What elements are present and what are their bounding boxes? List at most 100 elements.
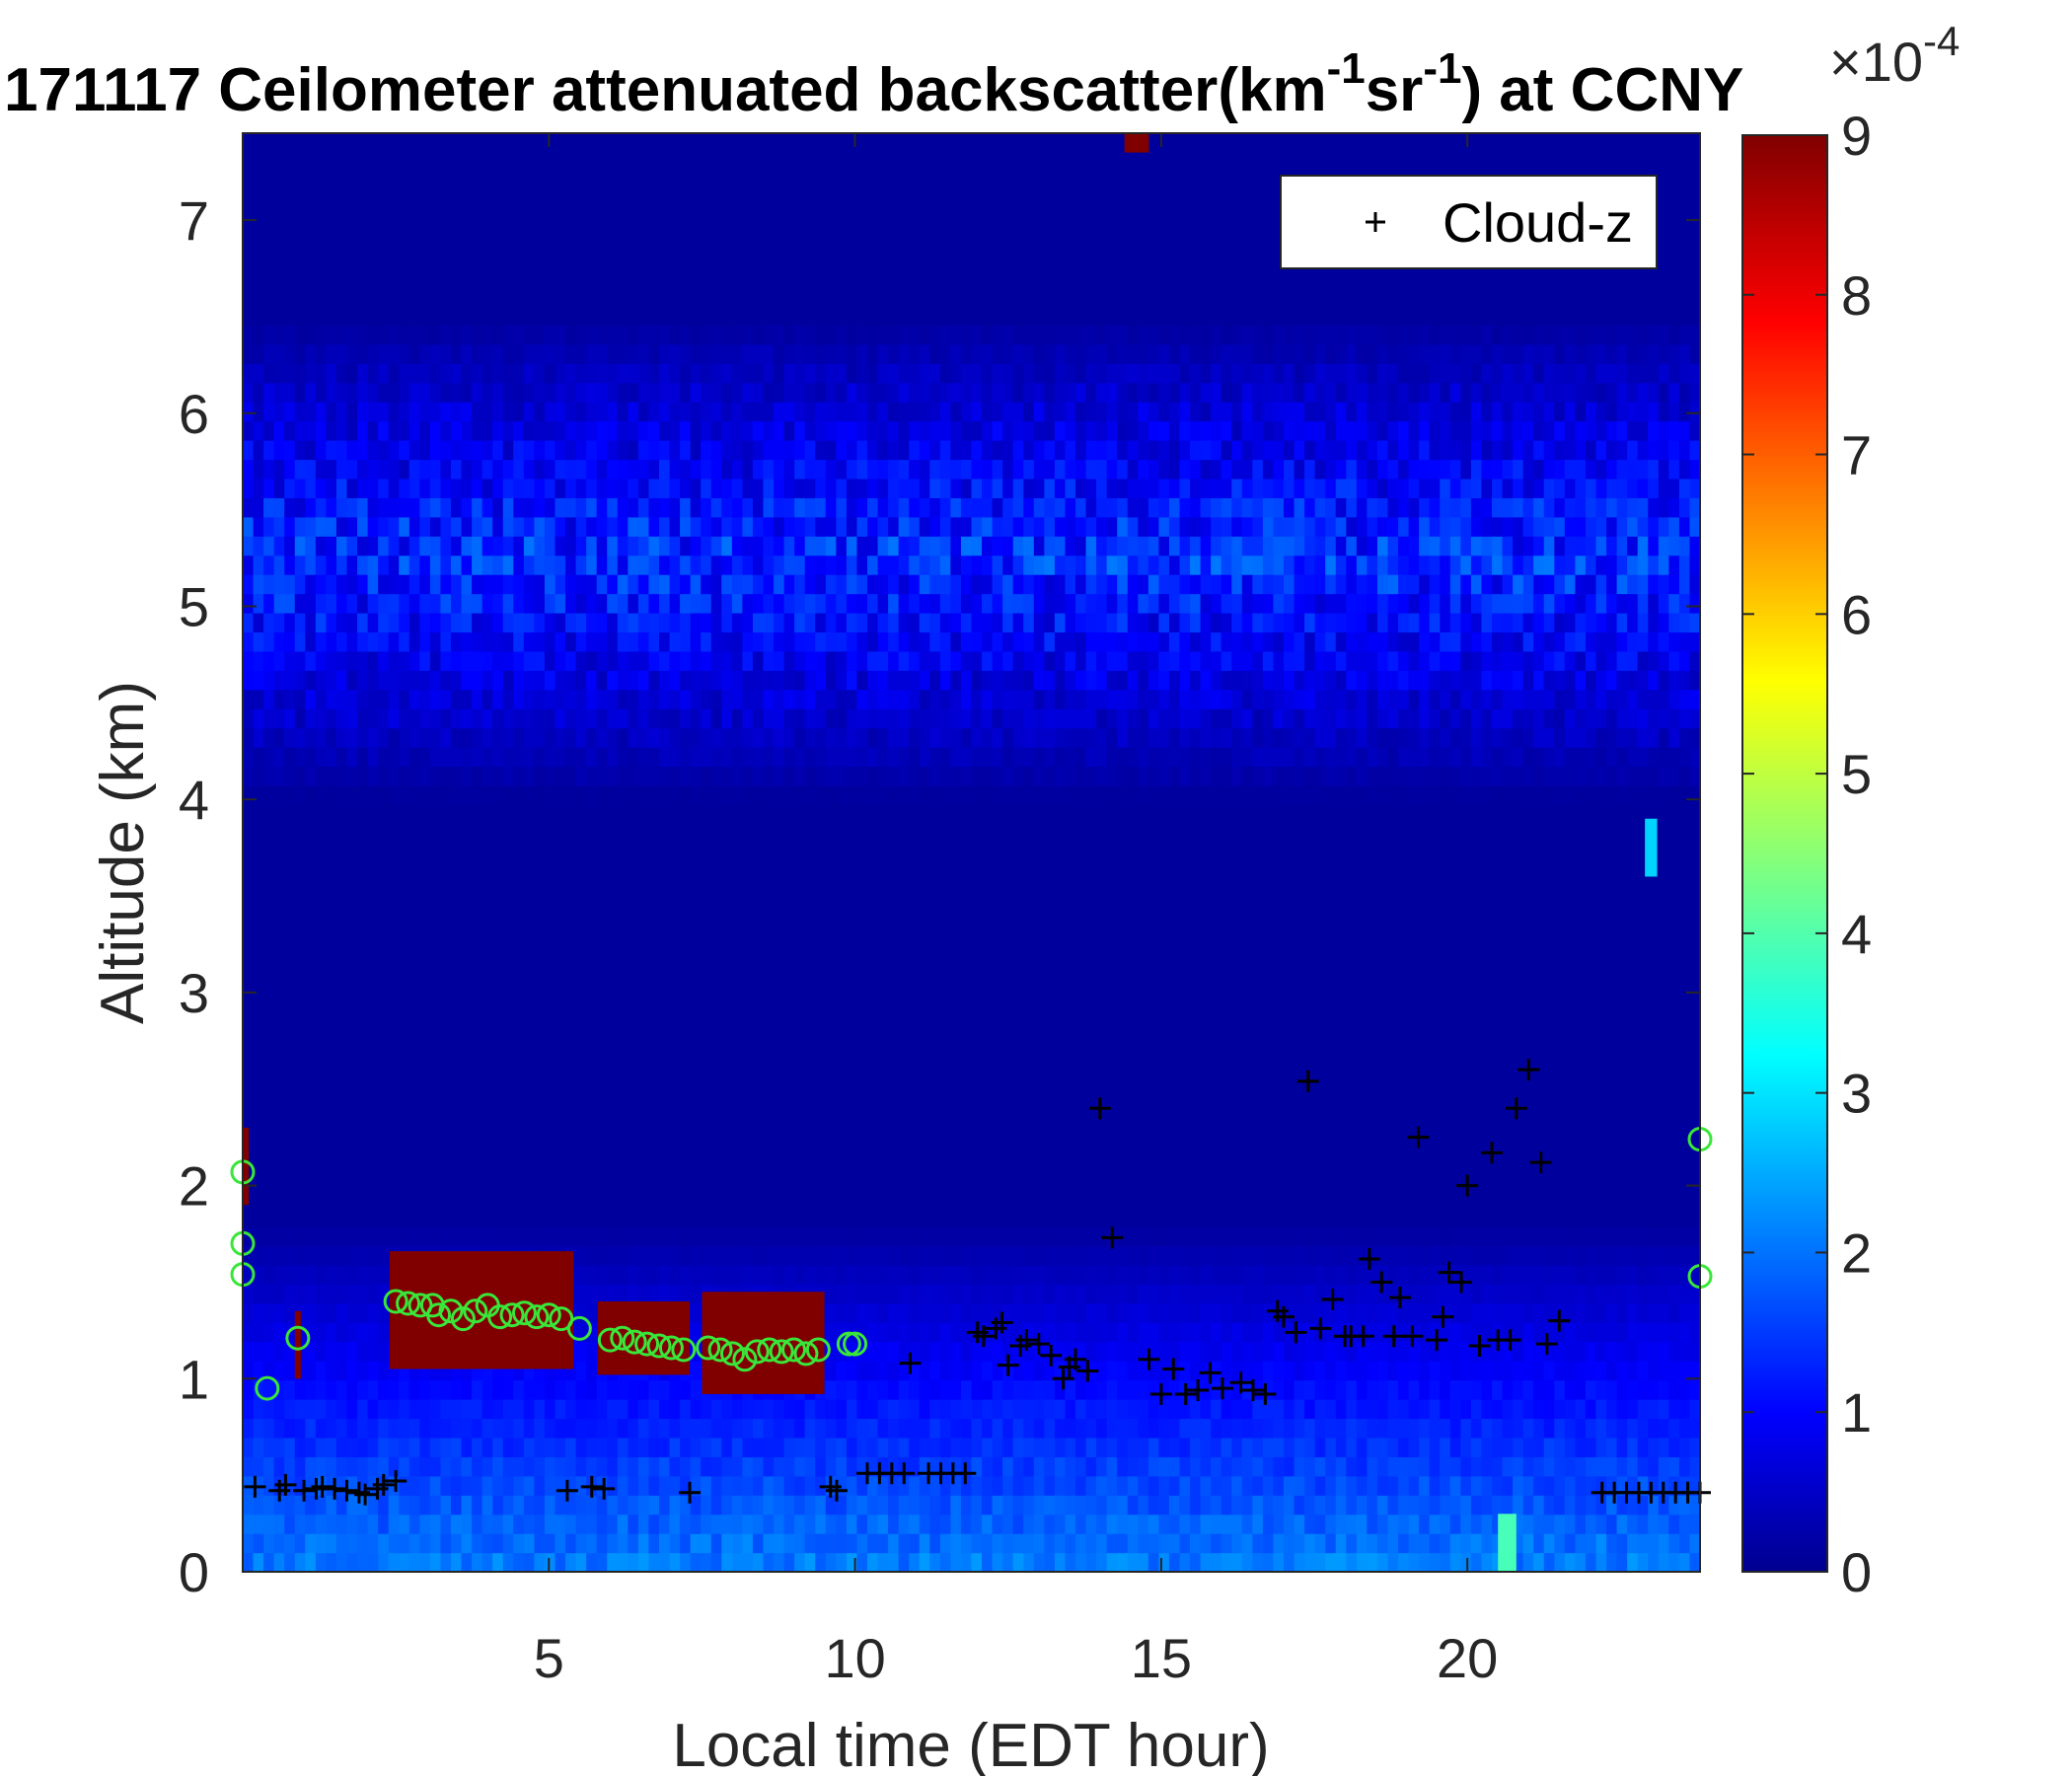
heatmap-cell bbox=[680, 190, 692, 211]
heatmap-cell bbox=[481, 593, 493, 614]
heatmap-cell bbox=[388, 1188, 400, 1209]
heatmap-cell bbox=[867, 1418, 879, 1439]
heatmap-cell bbox=[742, 1245, 754, 1266]
heatmap-cell bbox=[774, 440, 785, 461]
heatmap-cell bbox=[721, 190, 733, 211]
heatmap-cell bbox=[804, 631, 816, 652]
heatmap-cell bbox=[710, 1207, 722, 1227]
heatmap-cell bbox=[804, 1130, 816, 1150]
heatmap-cell bbox=[451, 420, 463, 441]
heatmap-cell bbox=[648, 209, 660, 230]
heatmap-cell bbox=[315, 920, 327, 940]
heatmap-cell bbox=[294, 1054, 306, 1074]
heatmap-cell bbox=[836, 1379, 848, 1400]
heatmap-cell bbox=[637, 382, 650, 403]
heatmap-cell bbox=[919, 689, 930, 709]
heatmap-cell bbox=[617, 536, 629, 556]
heatmap-cell bbox=[534, 670, 546, 691]
heatmap-cell bbox=[898, 343, 910, 364]
heatmap-cell bbox=[783, 1437, 795, 1457]
heatmap-cell bbox=[335, 1533, 348, 1554]
heatmap-cell bbox=[357, 784, 369, 805]
heatmap-cell bbox=[856, 1284, 868, 1304]
heatmap-cell bbox=[888, 402, 900, 422]
heatmap-cell bbox=[326, 459, 337, 480]
heatmap-cell bbox=[294, 1533, 306, 1554]
heatmap-cell bbox=[836, 881, 848, 902]
heatmap-cell bbox=[783, 190, 795, 211]
heatmap-cell bbox=[502, 152, 514, 173]
heatmap-cell bbox=[586, 459, 598, 480]
heatmap-cell bbox=[877, 1073, 889, 1093]
heatmap-cell bbox=[783, 133, 795, 154]
heatmap-cell bbox=[763, 574, 775, 595]
heatmap-cell bbox=[774, 1149, 785, 1170]
heatmap-cell bbox=[596, 727, 608, 748]
heatmap-cell bbox=[680, 363, 692, 384]
heatmap-cell bbox=[607, 1015, 619, 1036]
heatmap-cell bbox=[273, 190, 285, 211]
heatmap-cell bbox=[846, 229, 858, 250]
heatmap-cell bbox=[263, 1226, 275, 1247]
heatmap-cell bbox=[586, 1226, 598, 1247]
heatmap-cell bbox=[877, 1475, 889, 1496]
heatmap-cell bbox=[565, 1379, 577, 1400]
heatmap-cell bbox=[815, 843, 827, 863]
heatmap-cell bbox=[326, 440, 337, 461]
heatmap-cell bbox=[783, 689, 795, 709]
heatmap-cell bbox=[909, 1168, 921, 1189]
heatmap-cell bbox=[472, 881, 483, 902]
heatmap-cell bbox=[253, 267, 264, 288]
heatmap-cell bbox=[555, 1188, 566, 1209]
heatmap-cell bbox=[763, 1245, 775, 1266]
heatmap-cell bbox=[856, 1399, 868, 1420]
heatmap-cell bbox=[586, 1379, 598, 1400]
heatmap-cell bbox=[472, 689, 483, 709]
heatmap-cell bbox=[263, 402, 275, 422]
heatmap-cell bbox=[253, 996, 264, 1016]
heatmap-cell bbox=[669, 420, 681, 441]
heatmap-cell bbox=[440, 1188, 452, 1209]
heatmap-cell bbox=[565, 209, 577, 230]
heatmap-cell bbox=[555, 1054, 566, 1074]
heatmap-cell bbox=[419, 881, 431, 902]
heatmap-cell bbox=[710, 1264, 722, 1285]
heatmap-cell bbox=[315, 1361, 327, 1381]
heatmap-cell bbox=[648, 1418, 660, 1439]
heatmap-cell bbox=[335, 1514, 348, 1534]
heatmap-cell bbox=[326, 1168, 337, 1189]
heatmap-cell bbox=[825, 784, 837, 805]
heatmap-cell bbox=[388, 152, 400, 173]
heatmap-cell bbox=[919, 784, 930, 805]
heatmap-cell bbox=[346, 343, 358, 364]
heatmap-cell bbox=[544, 190, 556, 211]
heatmap-cell bbox=[774, 920, 785, 940]
heatmap-cell bbox=[804, 1533, 816, 1554]
heatmap-cell bbox=[659, 536, 671, 556]
heatmap-cell bbox=[502, 766, 514, 786]
heatmap-cell bbox=[607, 650, 619, 671]
heatmap-cell bbox=[555, 900, 566, 921]
heatmap-cell bbox=[451, 977, 463, 998]
heatmap-cell bbox=[846, 286, 858, 307]
heatmap-cell bbox=[388, 1456, 400, 1477]
heatmap-cell bbox=[701, 1015, 712, 1036]
heatmap-cell bbox=[846, 343, 858, 364]
heatmap-cell bbox=[357, 843, 369, 863]
heatmap-cell bbox=[273, 305, 285, 326]
heatmap-cell bbox=[710, 555, 722, 575]
heatmap-cell bbox=[534, 900, 546, 921]
heatmap-cell bbox=[305, 689, 317, 709]
heatmap-cell bbox=[419, 574, 431, 595]
heatmap-cell bbox=[273, 1188, 285, 1209]
heatmap-cell bbox=[774, 977, 785, 998]
heatmap-cell bbox=[731, 881, 743, 902]
heatmap-cell bbox=[856, 1322, 868, 1343]
heatmap-cell bbox=[419, 843, 431, 863]
heatmap-cell bbox=[752, 1552, 765, 1572]
heatmap-cell bbox=[731, 650, 743, 671]
heatmap-cell bbox=[575, 1149, 587, 1170]
heatmap-cell bbox=[555, 1361, 566, 1381]
heatmap-cell bbox=[690, 593, 702, 614]
heatmap-cell bbox=[513, 133, 525, 154]
